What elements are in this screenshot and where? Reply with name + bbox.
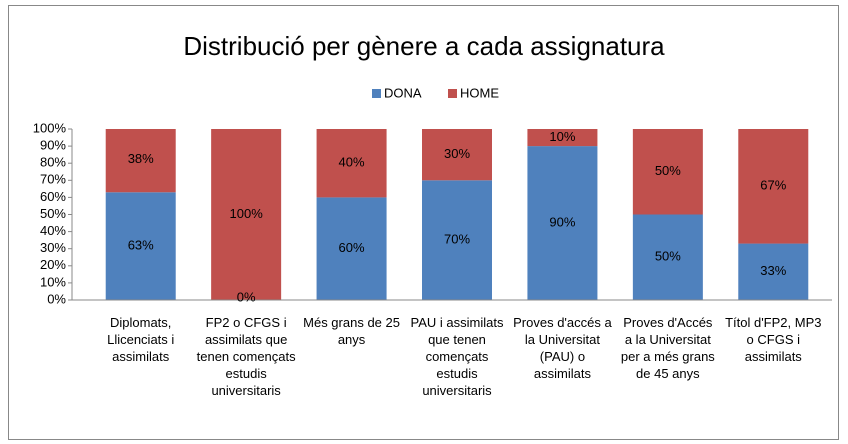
data-label: 40%	[339, 155, 365, 170]
chart-title: Distribució per gènere a cada assignatur…	[183, 31, 665, 61]
data-label: 10%	[549, 129, 575, 144]
y-tick-label: 10%	[40, 274, 66, 289]
data-label: 50%	[655, 163, 681, 178]
data-label: 63%	[128, 238, 154, 253]
bar-segment	[316, 197, 387, 300]
data-label: 30%	[444, 146, 470, 161]
bar-segment	[211, 129, 282, 300]
bar-segment	[632, 214, 703, 300]
x-tick-label: PAU i assimilats que tenen començats est…	[410, 315, 504, 398]
x-tick-label: Diplomats, Llicenciats i assimilats	[107, 315, 175, 364]
bar-segment	[105, 192, 176, 300]
bar-segment	[422, 180, 492, 300]
y-tick-label: 80%	[40, 155, 66, 170]
x-tick-label: Proves d'Accés a la Universitat per a mé…	[620, 315, 715, 381]
bar-segment	[738, 129, 809, 244]
y-tick-label: 0%	[47, 291, 66, 306]
data-label: 33%	[760, 263, 786, 278]
data-label: 100%	[230, 206, 264, 221]
bar-segment	[422, 129, 492, 181]
x-tick-label: FP2 o CFGS i assimilats que tenen començ…	[196, 315, 296, 398]
y-tick-label: 30%	[40, 240, 66, 255]
legend-swatch	[372, 89, 381, 98]
x-tick-label: Títol d'FP2, MP3 o CFGS i assimilats	[725, 315, 822, 364]
data-label: 0%	[237, 289, 256, 304]
data-label: 70%	[444, 232, 470, 247]
y-tick-label: 100%	[33, 120, 67, 135]
legend-label: HOME	[460, 85, 499, 100]
y-tick-label: 40%	[40, 223, 66, 238]
y-tick-label: 50%	[40, 206, 66, 221]
bar-segment	[105, 129, 176, 193]
bar-segment	[316, 129, 387, 198]
bar-segment	[527, 129, 598, 147]
data-label: 90%	[549, 214, 575, 229]
bar-segment	[632, 129, 703, 215]
x-tick-label: Més grans de 25 anys	[303, 315, 400, 347]
x-tick-label: Proves d'accés a la Universitat (PAU) o …	[513, 315, 612, 381]
data-label: 60%	[339, 240, 365, 255]
legend-label: DONA	[384, 85, 422, 100]
bar-segment	[527, 146, 598, 300]
y-tick-label: 60%	[40, 189, 66, 204]
y-tick-label: 90%	[40, 138, 66, 153]
data-label: 50%	[655, 249, 681, 264]
data-label: 38%	[128, 151, 154, 166]
data-label: 67%	[760, 178, 786, 193]
y-tick-label: 70%	[40, 172, 66, 187]
y-tick-label: 20%	[40, 257, 66, 272]
bar-segment	[738, 243, 809, 300]
legend-swatch	[448, 89, 457, 98]
